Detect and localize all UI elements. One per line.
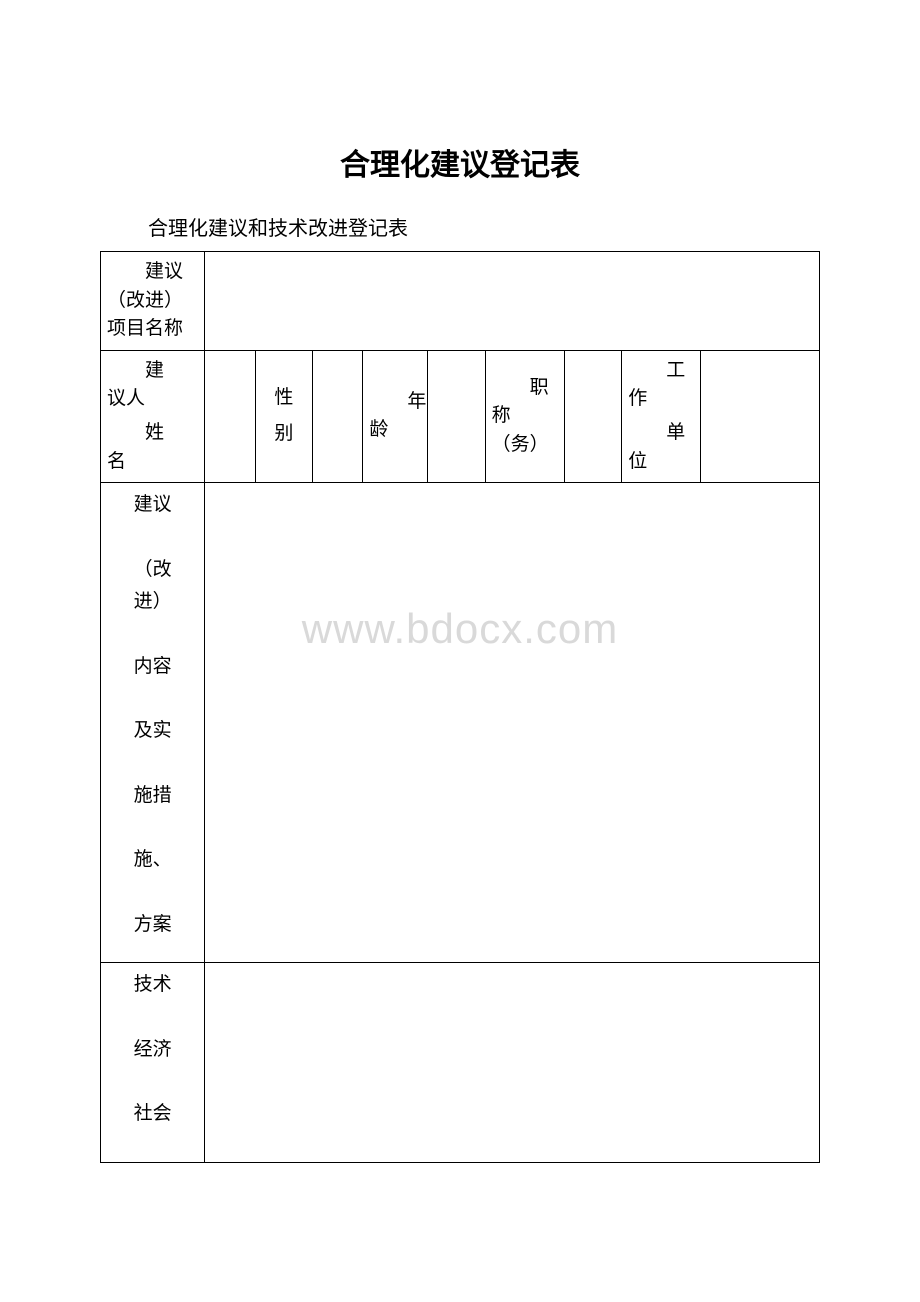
content-value: [205, 483, 820, 963]
table-row: 建 议人 姓 名 性 别 年 龄 职 称（务）: [101, 350, 820, 483]
cell-text: 单: [628, 419, 694, 448]
table-row: 建议（改进）项目名称: [101, 252, 820, 351]
cell-text: 姓: [107, 419, 198, 448]
cell-text: 别: [262, 420, 307, 449]
proposer-name-label: 建 议人 姓 名: [101, 350, 205, 483]
cell-text: 名: [107, 448, 198, 477]
cell-text: 职: [492, 374, 558, 403]
cell-text: 作: [628, 385, 694, 414]
cell-text: 技术 经济 社会: [134, 969, 172, 1130]
registration-form-table: 建议（改进）项目名称 建 议人 姓 名 性 别 年 龄: [100, 251, 820, 1163]
age-value: [428, 350, 486, 483]
title-value: [564, 350, 622, 483]
project-name-value: [205, 252, 820, 351]
cell-text: 龄: [369, 416, 421, 445]
project-name-label: 建议（改进）项目名称: [101, 252, 205, 351]
gender-value: [313, 350, 363, 483]
page-title: 合理化建议登记表: [100, 140, 820, 184]
title-label: 职 称（务）: [485, 350, 564, 483]
table-row: 技术 经济 社会: [101, 963, 820, 1163]
tech-econ-label: 技术 经济 社会: [101, 963, 205, 1163]
cell-text: 建: [107, 357, 198, 386]
tech-econ-value: [205, 963, 820, 1163]
cell-text: 议人: [107, 385, 198, 414]
page-subtitle: 合理化建议和技术改进登记表: [148, 212, 820, 241]
workunit-label: 工 作 单 位: [622, 350, 701, 483]
cell-text: 建议（改进）项目名称: [107, 258, 198, 344]
cell-text: 年: [369, 388, 421, 417]
cell-text: 工: [628, 357, 694, 386]
cell-text: 位: [628, 448, 694, 477]
gender-label: 性 别: [255, 350, 313, 483]
table-row: 建议 （改进） 内容 及实 施措 施、 方案: [101, 483, 820, 963]
proposer-name-value: [205, 350, 255, 483]
cell-text: 称（务）: [492, 402, 558, 459]
cell-text: 性: [262, 384, 307, 413]
cell-text: 建议 （改进） 内容 及实 施措 施、 方案: [134, 489, 172, 941]
age-label: 年 龄: [363, 350, 428, 483]
content-label: 建议 （改进） 内容 及实 施措 施、 方案: [101, 483, 205, 963]
workunit-value: [701, 350, 820, 483]
